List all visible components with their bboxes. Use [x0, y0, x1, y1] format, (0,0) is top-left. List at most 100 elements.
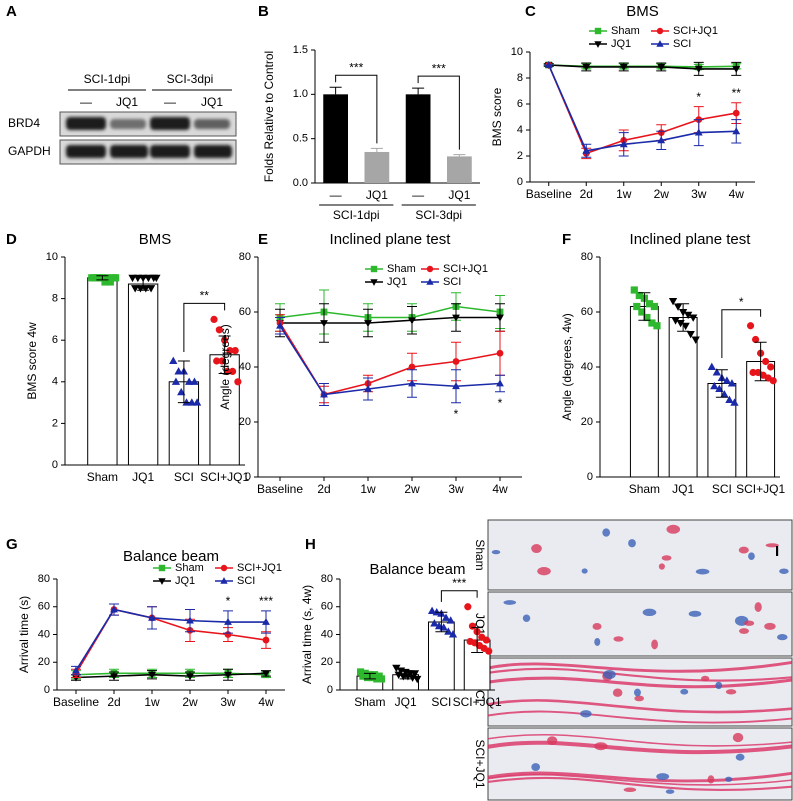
- y-axis-label: Arrival time (s, 4w): [300, 585, 314, 684]
- data-point: [464, 603, 472, 611]
- y-axis-label: BMS score: [490, 87, 504, 146]
- blot-row-label: BRD4: [8, 116, 40, 130]
- lane-label: JQ1: [116, 95, 138, 109]
- data-point: [657, 136, 666, 144]
- y-tick-label: 40: [321, 628, 333, 640]
- y-tick-label: 20: [239, 416, 251, 428]
- data-point: [392, 664, 401, 673]
- blot-bands: [66, 117, 232, 158]
- data-point: [408, 363, 416, 371]
- data-point: [169, 356, 178, 365]
- y-tick-label: 40: [581, 361, 593, 373]
- footprint: [744, 620, 755, 626]
- x-tick-label: SCI: [174, 470, 194, 484]
- legend-symbol: [220, 564, 228, 572]
- data-point: [106, 278, 114, 286]
- data-point: [691, 336, 700, 344]
- data-point: [452, 314, 460, 322]
- data-point: [645, 300, 654, 308]
- legend-symbol: [220, 577, 228, 584]
- footprint: [764, 622, 776, 630]
- legend-symbol: [370, 279, 378, 286]
- legend-label: SCI: [443, 276, 461, 288]
- y-tick-label: 4: [517, 124, 523, 136]
- footprint-photo: [487, 519, 793, 591]
- x-tick-label: 1w: [616, 187, 632, 201]
- x-tick-label: 1w: [360, 482, 376, 496]
- data-point: [320, 320, 328, 328]
- data-point: [482, 636, 491, 644]
- panel-letter: B: [258, 3, 269, 20]
- footprint: [651, 639, 659, 650]
- data-point: [630, 286, 638, 294]
- legend-symbol: [158, 578, 166, 585]
- y-tick-label: 0: [52, 459, 58, 471]
- data-point: [364, 384, 372, 392]
- data-point: [638, 308, 646, 316]
- data-point: [262, 670, 270, 678]
- x-tick-label: Baseline: [526, 187, 572, 201]
- data-point: [171, 377, 181, 385]
- error-bar: [412, 87, 425, 95]
- legend-label: JQ1: [387, 276, 407, 288]
- data-point: [96, 274, 104, 282]
- significance-bracket: [721, 309, 762, 358]
- series-line: [75, 672, 267, 676]
- data-point: [210, 315, 218, 323]
- data-point: [359, 672, 367, 680]
- data-point: [408, 379, 416, 387]
- data-point: [262, 617, 270, 625]
- footprint: [531, 544, 542, 554]
- data-point: [430, 619, 439, 627]
- panel-letter: E: [258, 231, 268, 248]
- data-point: [671, 317, 680, 325]
- footprint: [633, 688, 641, 697]
- footprint-smear: [487, 676, 793, 689]
- blot-row-label: GAPDH: [8, 144, 51, 158]
- data-point: [633, 302, 641, 311]
- data-point: [226, 347, 234, 355]
- data-point: [213, 357, 221, 365]
- series-line: [279, 305, 501, 319]
- data-point: [186, 673, 194, 681]
- y-tick-label: 40: [239, 361, 251, 373]
- x-tick-label: 4w: [729, 187, 745, 201]
- significance-label: **: [200, 289, 210, 303]
- footprint: [581, 568, 588, 574]
- data-point: [643, 313, 651, 322]
- x-tick-label: —: [412, 188, 424, 202]
- band: [194, 145, 232, 158]
- footprint-smear: [487, 774, 793, 786]
- data-point: [694, 128, 703, 136]
- significance-bracket: [335, 74, 378, 144]
- y-tick-label: 2: [52, 417, 58, 429]
- data-point: [72, 666, 80, 674]
- x-tick-label: 1w: [144, 695, 160, 709]
- significance-label: ***: [259, 594, 273, 608]
- data-point: [448, 630, 458, 638]
- x-tick-label: Sham: [629, 482, 660, 496]
- footprint-smear: [487, 667, 793, 682]
- data-point: [190, 377, 199, 385]
- x-tick-label: Sham: [87, 470, 118, 484]
- band: [150, 117, 190, 130]
- significance-label: ***: [349, 60, 363, 74]
- x-tick-label: 2d: [107, 695, 120, 709]
- error-bar: [435, 611, 448, 633]
- y-tick-label: 2: [517, 150, 523, 162]
- y-tick-label: 0.5: [293, 133, 308, 145]
- y-axis-label: Arrival time (s): [17, 596, 31, 673]
- data-point: [769, 377, 777, 385]
- band: [110, 119, 146, 129]
- footprint: [715, 681, 723, 690]
- row-label: Sham: [473, 539, 487, 570]
- footprint: [594, 637, 601, 646]
- series-line: [548, 64, 737, 152]
- data-point: [228, 367, 237, 375]
- legend-label: Sham: [611, 25, 640, 37]
- bar: [668, 317, 698, 478]
- y-axis-label: Angle (degrees): [218, 324, 232, 409]
- footprint: [602, 528, 611, 537]
- data-point: [133, 274, 142, 283]
